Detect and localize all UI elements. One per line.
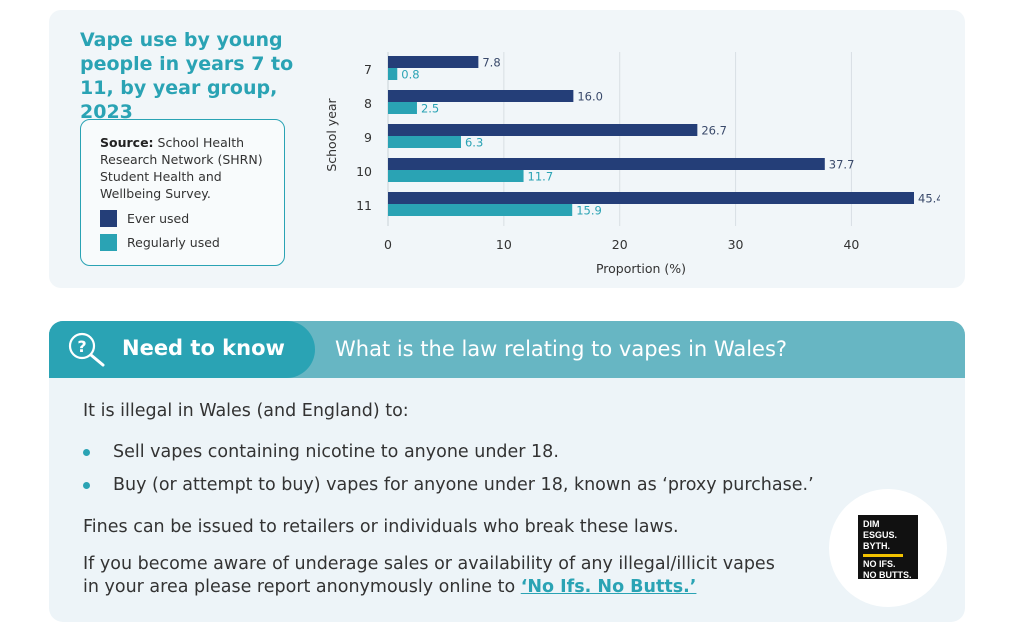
legend-item-regularly-used: Regularly used — [100, 234, 220, 251]
need-to-know-tab: ? Need to know — [49, 321, 315, 378]
y-tick-label: 10 — [356, 164, 372, 179]
info-fines: Fines can be issued to retailers or indi… — [83, 517, 679, 537]
info-report: If you become aware of underage sales or… — [83, 553, 783, 599]
data-label: 16.0 — [577, 90, 603, 104]
info-intro: It is illegal in Wales (and England) to: — [83, 401, 409, 421]
source-box: Source: School Health Research Network (… — [80, 119, 285, 266]
need-to-know-card: ? Need to know What is the law relating … — [49, 321, 965, 622]
x-tick-label: 40 — [843, 237, 859, 252]
bullet-dot — [83, 481, 90, 489]
data-label: 37.7 — [829, 158, 855, 172]
bar — [388, 192, 914, 204]
x-axis-title: Proportion (%) — [596, 261, 686, 276]
bar — [388, 102, 417, 114]
bullet-text: Buy (or attempt to buy) vapes for anyone… — [113, 475, 814, 495]
legend-item-ever-used: Ever used — [100, 210, 189, 227]
bar — [388, 68, 398, 80]
data-label: 11.7 — [528, 170, 554, 184]
question-magnifier-icon: ? — [68, 332, 105, 367]
bar — [388, 158, 825, 170]
bar — [388, 90, 574, 102]
source-text: Source: School Health Research Network (… — [100, 134, 275, 202]
no-ifs-no-butts-logo: DIM ESGUS. BYTH. NO IFS. NO BUTTS. — [858, 515, 918, 580]
data-label: 2.5 — [421, 102, 439, 116]
no-ifs-no-butts-link[interactable]: ‘No Ifs. No Butts.’ — [520, 577, 697, 597]
chart-title: Vape use by young people in years 7 to 1… — [80, 29, 294, 123]
logo-line: NO IFS. — [863, 559, 896, 569]
list-item: Buy (or attempt to buy) vapes for anyone… — [83, 475, 814, 495]
x-tick-label: 30 — [728, 237, 744, 252]
x-tick-label: 20 — [612, 237, 628, 252]
logo-line: DIM ESGUS. — [863, 519, 898, 540]
legend-label-regularly-used: Regularly used — [127, 235, 220, 250]
y-tick-label: 7 — [364, 62, 372, 77]
data-label: 0.8 — [401, 68, 419, 82]
x-tick-label: 10 — [496, 237, 512, 252]
logo-line: BYTH. — [863, 541, 890, 551]
svg-text:?: ? — [77, 337, 86, 356]
y-tick-label: 9 — [364, 130, 372, 145]
source-label: Source: — [100, 135, 154, 150]
bar — [388, 136, 461, 148]
bar — [388, 124, 698, 136]
logo-circle: DIM ESGUS. BYTH. NO IFS. NO BUTTS. — [829, 489, 947, 607]
tab-label: Need to know — [122, 336, 285, 360]
data-label: 15.9 — [576, 204, 602, 218]
list-item: Sell vapes containing nicotine to anyone… — [83, 442, 559, 462]
bar — [388, 170, 524, 182]
x-tick-label: 0 — [384, 237, 392, 252]
legend-swatch-ever-used — [100, 210, 117, 227]
bar-chart: 0 10 20 30 40 7 7.8 0.8 8 16.0 2.5 9 26.7 6.3 10 37.7 11… — [324, 52, 940, 276]
data-label: 7.8 — [482, 56, 500, 70]
legend-swatch-regularly-used — [100, 234, 117, 251]
legend-label-ever-used: Ever used — [127, 211, 190, 226]
logo-bar — [863, 554, 903, 557]
source-description: School Health Research Network (SHRN) St… — [100, 135, 263, 201]
data-label: 6.3 — [465, 136, 483, 150]
bullet-dot — [83, 448, 90, 456]
y-tick-label: 11 — [356, 198, 372, 213]
report-text: If you become aware of underage sales or… — [83, 554, 775, 597]
header-question: What is the law relating to vapes in Wal… — [335, 337, 788, 361]
logo-line: NO BUTTS. — [863, 570, 912, 580]
data-label: 45.4 — [918, 192, 940, 206]
data-label: 26.7 — [701, 124, 727, 138]
bullet-text: Sell vapes containing nicotine to anyone… — [113, 442, 559, 462]
y-axis-title: School year — [324, 97, 339, 171]
bar — [388, 56, 479, 68]
bar — [388, 204, 573, 216]
y-tick-label: 8 — [364, 96, 372, 111]
